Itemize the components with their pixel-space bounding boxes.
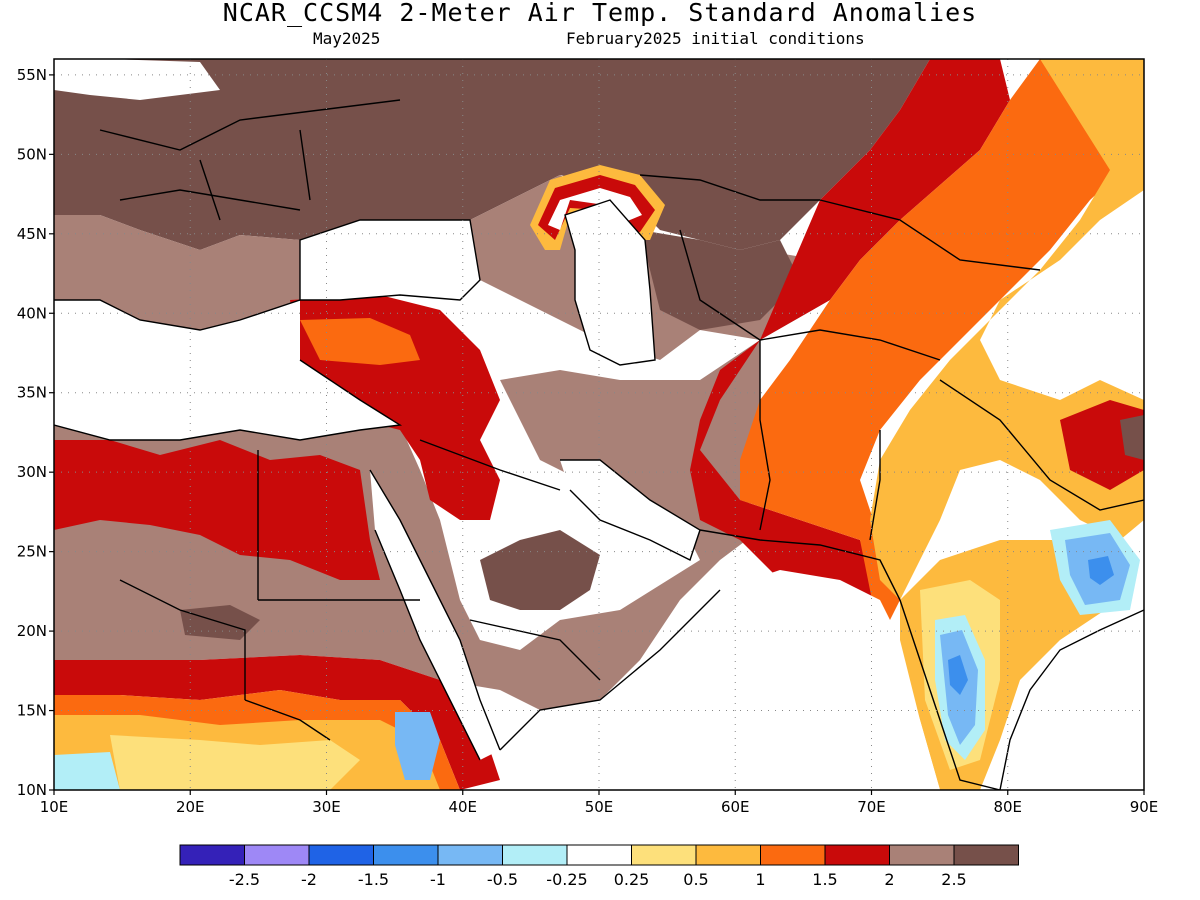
border-libya-chad [119,579,246,700]
colorbar-swatch [631,844,697,866]
latitude-axis: 55N 50N 45N 40N 35N 30N 25N 20N 15N 10N [17,66,54,799]
coastline-black-sea [299,219,481,301]
colorbar-label: 1.5 [812,870,837,889]
lat-tick-label: 30N [17,463,47,481]
anomaly-area-libya-red [54,440,380,580]
lon-tick-label: 30E [312,798,341,816]
lat-tick-label: 40N [17,304,47,322]
anomaly-area-iran-red [690,59,1010,640]
coastline-mediterranean [54,299,403,441]
colorbar-swatch [179,844,245,866]
colorbar-label: -2 [301,870,317,889]
anomaly-field [54,59,1144,790]
colorbar-swatch [695,844,761,866]
colorbar-label: -2.5 [229,870,260,889]
lon-tick-label: 90E [1130,798,1159,816]
anomaly-area-sahel-red [54,655,500,790]
lat-tick-label: 50N [17,145,47,163]
arabian-sea-mask [560,570,940,790]
border-himalaya [939,379,1144,511]
forecast-month: May2025 [313,29,381,48]
bay-of-bengal-mask [1000,610,1144,790]
coastline-persian-gulf [560,459,701,561]
colorbar-swatch [308,844,374,866]
map-title: NCAR_CCSM4 2-Meter Air Temp. Standard An… [222,0,978,27]
mediterranean-mask [54,300,400,440]
anomaly-area-pakistan-orange [740,59,1144,640]
anomaly-area-europe-dark [54,59,930,250]
colorbar-swatch [953,844,1019,866]
lat-tick-label: 55N [17,66,47,84]
colorbar-label: -0.5 [487,870,518,889]
black-sea-mask [300,220,480,300]
graticule [54,59,1144,790]
lon-tick-label: 80E [993,798,1022,816]
anomaly-area-bay-core [1088,556,1114,585]
colorbar-label: -1 [430,870,446,889]
colorbar-label: 2.5 [941,870,966,889]
anomaly-area-west-africa-lightblue [54,752,120,790]
anomaly-area-turkey-orange [300,318,420,365]
colorbar-label: 1 [755,870,765,889]
coastline-iran-pakistan [699,529,901,601]
anomaly-area-arabia-dark [480,530,600,610]
colorbar-label: 0.5 [683,870,708,889]
colorbar-label: -0.25 [546,870,587,889]
border-arabia [419,439,601,681]
colorbar-label: -1.5 [358,870,389,889]
lat-tick-label: 45N [17,225,47,243]
anomaly-area-sudan-blue [395,712,440,780]
colorbar-label: 2 [884,870,894,889]
anomaly-area-india-core [948,655,968,695]
anomaly-area-balkans-light [54,215,300,330]
border-europe-1 [99,99,401,151]
lon-tick-label: 70E [857,798,886,816]
colorbar-swatch [760,844,826,866]
anomaly-area-tibet-dark [1120,415,1144,460]
red-sea-mask [370,470,500,760]
longitude-axis: 10E 20E 30E 40E 50E 60E 70E 80E 90E [40,790,1159,816]
border-india-pakistan [869,430,881,541]
initial-conditions: February2025 initial conditions [566,29,865,48]
colorbar-label: 0.25 [614,870,650,889]
coastlines [54,99,1144,790]
lat-tick-label: 15N [17,702,47,720]
caspian-sea-mask [565,200,655,365]
border-europe-3 [199,129,311,221]
border-europe-2 [119,189,301,211]
anomaly-area-sahel-yellow [110,735,360,790]
coastline-india [899,599,1144,790]
anomaly-area-central-asia-dark [640,230,800,330]
europe-north-mask [54,59,220,100]
coastline-red-sea [369,469,501,761]
lon-tick-label: 10E [40,798,69,816]
lon-tick-label: 60E [721,798,750,816]
lon-tick-label: 40E [448,798,477,816]
colorbar-swatch [244,844,310,866]
colorbar-swatch [373,844,439,866]
lon-tick-label: 50E [585,798,614,816]
colorbar-swatch [889,844,955,866]
lat-tick-label: 35N [17,384,47,402]
anomaly-ring-caspian-white [548,188,642,230]
lat-tick-label: 10N [17,781,47,799]
colorbar-swatch [502,844,568,866]
coastline-arabia-south [499,589,721,751]
border-sudan [244,699,331,741]
persian-gulf-mask [560,460,700,560]
colorbar-swatch [566,844,632,866]
colorbar-swatch [824,844,890,866]
coastline-caspian [564,199,656,366]
lat-tick-label: 20N [17,622,47,640]
lat-tick-label: 25N [17,543,47,561]
colorbar-swatch [437,844,503,866]
border-iran [679,229,771,531]
lon-tick-label: 20E [176,798,205,816]
border-afghanistan [759,329,941,361]
colorbar: -2.5 -2 -1.5 -1 -0.5 -0.25 0.25 0.5 1 1.5 2 2.5 [179,844,1019,889]
border-central-asia [639,174,1041,271]
